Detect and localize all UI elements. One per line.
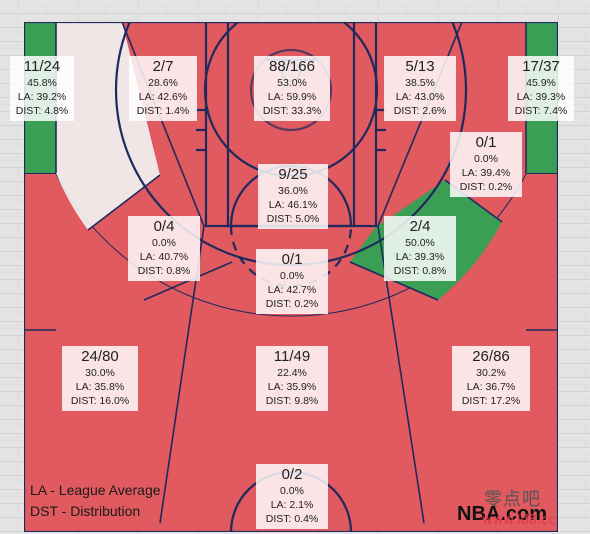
zone-label-left-corner-3: 11/24 45.8% LA: 39.2% DIST: 4.8% (10, 56, 74, 121)
zone-label-center-3: 11/49 22.4% LA: 35.9% DIST: 9.8% (256, 346, 328, 411)
legend-league-average: LA - League Average (30, 482, 161, 498)
watermark-chinese: 零点吧 (484, 489, 541, 510)
legend-distribution: DST - Distribution (30, 503, 141, 519)
zone-label-right-elbow-long-2: 2/4 50.0% LA: 39.3% DIST: 0.8% (384, 216, 456, 281)
zone-label-backcourt: 0/2 0.0% LA: 2.1% DIST: 0.4% (256, 464, 328, 529)
zone-label-right-corner-3: 17/37 45.9% LA: 39.3% DIST: 7.4% (508, 56, 574, 121)
nba-logo-text: NBA.com (457, 503, 548, 525)
zone-label-paint: 9/25 36.0% LA: 46.1% DIST: 5.0% (258, 164, 328, 229)
zone-label-left-wing-3: 24/80 30.0% LA: 35.8% DIST: 16.0% (62, 346, 138, 411)
zone-label-left-wing-long-2: 2/7 28.6% LA: 42.6% DIST: 1.4% (129, 56, 197, 121)
zone-label-right-wing-long-2: 5/13 38.5% LA: 43.0% DIST: 2.6% (384, 56, 456, 121)
zone-label-restricted-area: 88/166 53.0% LA: 59.9% DIST: 33.3% (254, 56, 330, 121)
zone-label-top-key-long-2: 0/1 0.0% LA: 42.7% DIST: 0.2% (256, 249, 328, 314)
zone-label-left-elbow-long-2: 0/4 0.0% LA: 40.7% DIST: 0.8% (128, 216, 200, 281)
zone-label-right-baseline-long-2: 0/1 0.0% LA: 39.4% DIST: 0.2% (450, 132, 522, 197)
zone-label-right-wing-3: 26/86 30.2% LA: 36.7% DIST: 17.2% (452, 346, 530, 411)
watermark-url: www.ld8.cc (482, 513, 556, 528)
